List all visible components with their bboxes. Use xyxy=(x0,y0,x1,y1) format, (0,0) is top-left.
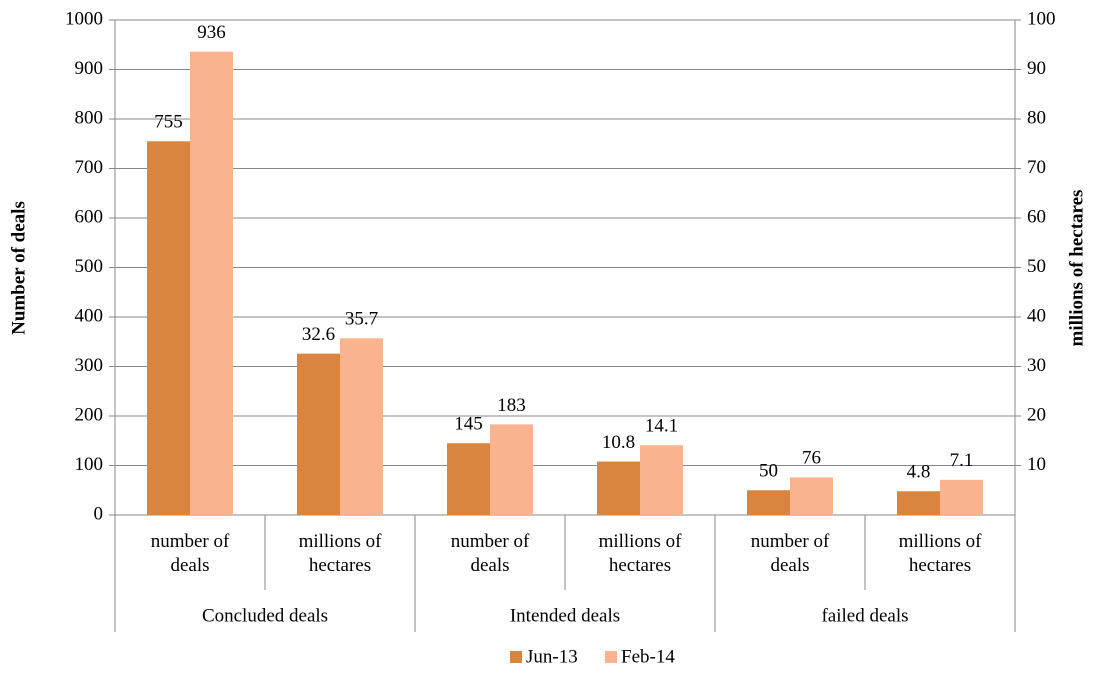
y2-tick-label: 20 xyxy=(1027,404,1046,425)
bar xyxy=(447,443,490,515)
x-tick-label-box: millions of hectares xyxy=(598,531,682,576)
bar xyxy=(640,445,683,515)
x-tick-label-box: millions of hectares xyxy=(298,531,382,576)
bar xyxy=(190,51,233,516)
x-tick-label-box: number of deals xyxy=(750,531,830,576)
x-tick-label-box: number of deals xyxy=(150,531,230,576)
y-axis-title: Number of deals xyxy=(8,201,29,335)
bar xyxy=(790,477,833,515)
y-tick-label: 100 xyxy=(75,454,104,475)
legend-swatch xyxy=(510,651,522,663)
value-label: 76 xyxy=(802,448,821,469)
legend-label: Jun-13 xyxy=(526,646,578,667)
x-tick-label-box: number of deals xyxy=(450,531,530,576)
y2-axis-title: millions of hectares xyxy=(1066,190,1087,347)
y2-tick-label: 90 xyxy=(1027,58,1046,79)
y2-tick-label: 100 xyxy=(1027,8,1056,29)
y-tick-label: 300 xyxy=(75,355,104,376)
y-tick-label: 500 xyxy=(75,256,104,277)
value-label: 32.6 xyxy=(302,324,335,345)
group-label: failed deals xyxy=(821,605,908,626)
y-tick-label: 400 xyxy=(75,305,104,326)
bar xyxy=(597,461,640,515)
value-label: 145 xyxy=(454,414,483,435)
bar xyxy=(940,479,983,515)
x-tick-label: number of deals xyxy=(150,531,230,576)
y-tick-label: 600 xyxy=(75,206,104,227)
group-label: Intended deals xyxy=(510,605,620,626)
value-label: 35.7 xyxy=(345,309,378,330)
y-tick-label: 700 xyxy=(75,157,104,178)
x-tick-label: millions of hectares xyxy=(298,531,382,576)
legend-swatch xyxy=(605,651,617,663)
x-tick-label: number of deals xyxy=(750,531,830,576)
value-label: 14.1 xyxy=(645,416,678,437)
value-label: 936 xyxy=(197,22,226,43)
y-tick-label: 200 xyxy=(75,404,104,425)
y2-tick-label: 80 xyxy=(1027,107,1046,128)
value-label: 10.8 xyxy=(602,432,635,453)
bar xyxy=(747,490,790,515)
y2-tick-label: 70 xyxy=(1027,157,1046,178)
value-label: 50 xyxy=(759,461,778,482)
y-tick-label: 0 xyxy=(94,503,104,524)
y-tick-label: 1000 xyxy=(65,8,103,29)
y-tick-label: 900 xyxy=(75,58,104,79)
y2-tick-label: 50 xyxy=(1027,256,1046,277)
bar xyxy=(147,141,190,515)
group-label: Concluded deals xyxy=(202,605,328,626)
y2-tick-label: 30 xyxy=(1027,355,1046,376)
x-tick-label: number of deals xyxy=(450,531,530,576)
bar xyxy=(297,353,340,515)
x-tick-label: millions of hectares xyxy=(598,531,682,576)
y2-tick-label: 60 xyxy=(1027,206,1046,227)
y2-tick-label: 10 xyxy=(1027,454,1046,475)
bar xyxy=(340,338,383,515)
x-tick-label-box: millions of hectares xyxy=(898,531,982,576)
value-label: 7.1 xyxy=(950,450,974,471)
bar xyxy=(897,491,940,515)
legend-label: Feb-14 xyxy=(621,646,675,667)
x-tick-label: millions of hectares xyxy=(898,531,982,576)
value-label: 755 xyxy=(154,112,183,133)
y2-tick-label: 40 xyxy=(1027,305,1046,326)
bar xyxy=(490,424,533,515)
y-tick-label: 800 xyxy=(75,107,104,128)
value-label: 183 xyxy=(497,395,526,416)
value-label: 4.8 xyxy=(907,462,931,483)
